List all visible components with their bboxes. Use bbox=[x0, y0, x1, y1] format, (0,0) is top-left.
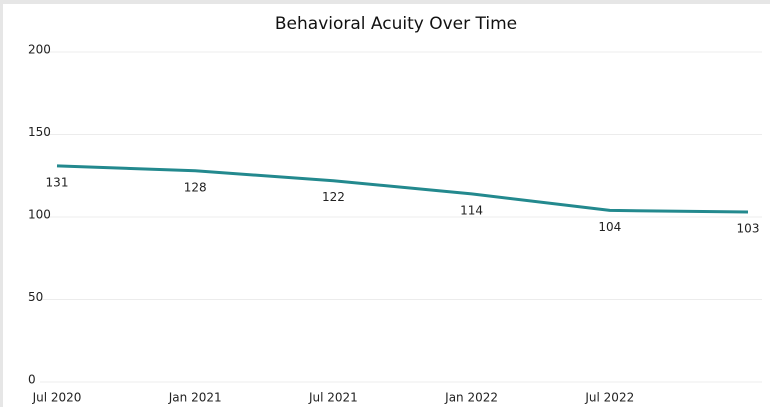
x-tick-label: Jul 2020 bbox=[32, 391, 82, 405]
y-tick-label: 50 bbox=[28, 290, 43, 304]
line bbox=[56, 164, 749, 214]
y-tick-label: 100 bbox=[28, 208, 51, 222]
chart-title: Behavioral Acuity Over Time bbox=[275, 14, 517, 34]
y-tick-label: 150 bbox=[28, 125, 51, 139]
data-label: 128 bbox=[184, 180, 207, 194]
data-label: 104 bbox=[598, 220, 621, 234]
data-label: 103 bbox=[737, 222, 760, 236]
top-border bbox=[0, 0, 770, 4]
data-label: 131 bbox=[46, 175, 69, 189]
x-tick-label: Jul 2021 bbox=[308, 391, 358, 405]
x-tick-label: Jan 2021 bbox=[168, 391, 222, 405]
data-label: 122 bbox=[322, 190, 345, 204]
data-label: 114 bbox=[460, 203, 483, 217]
y-tick-label: 200 bbox=[28, 43, 51, 57]
y-tick-label: 0 bbox=[28, 373, 36, 387]
x-tick-label: Jul 2022 bbox=[584, 391, 634, 405]
x-tick-label: Jan 2022 bbox=[444, 391, 498, 405]
left-border bbox=[0, 0, 3, 407]
